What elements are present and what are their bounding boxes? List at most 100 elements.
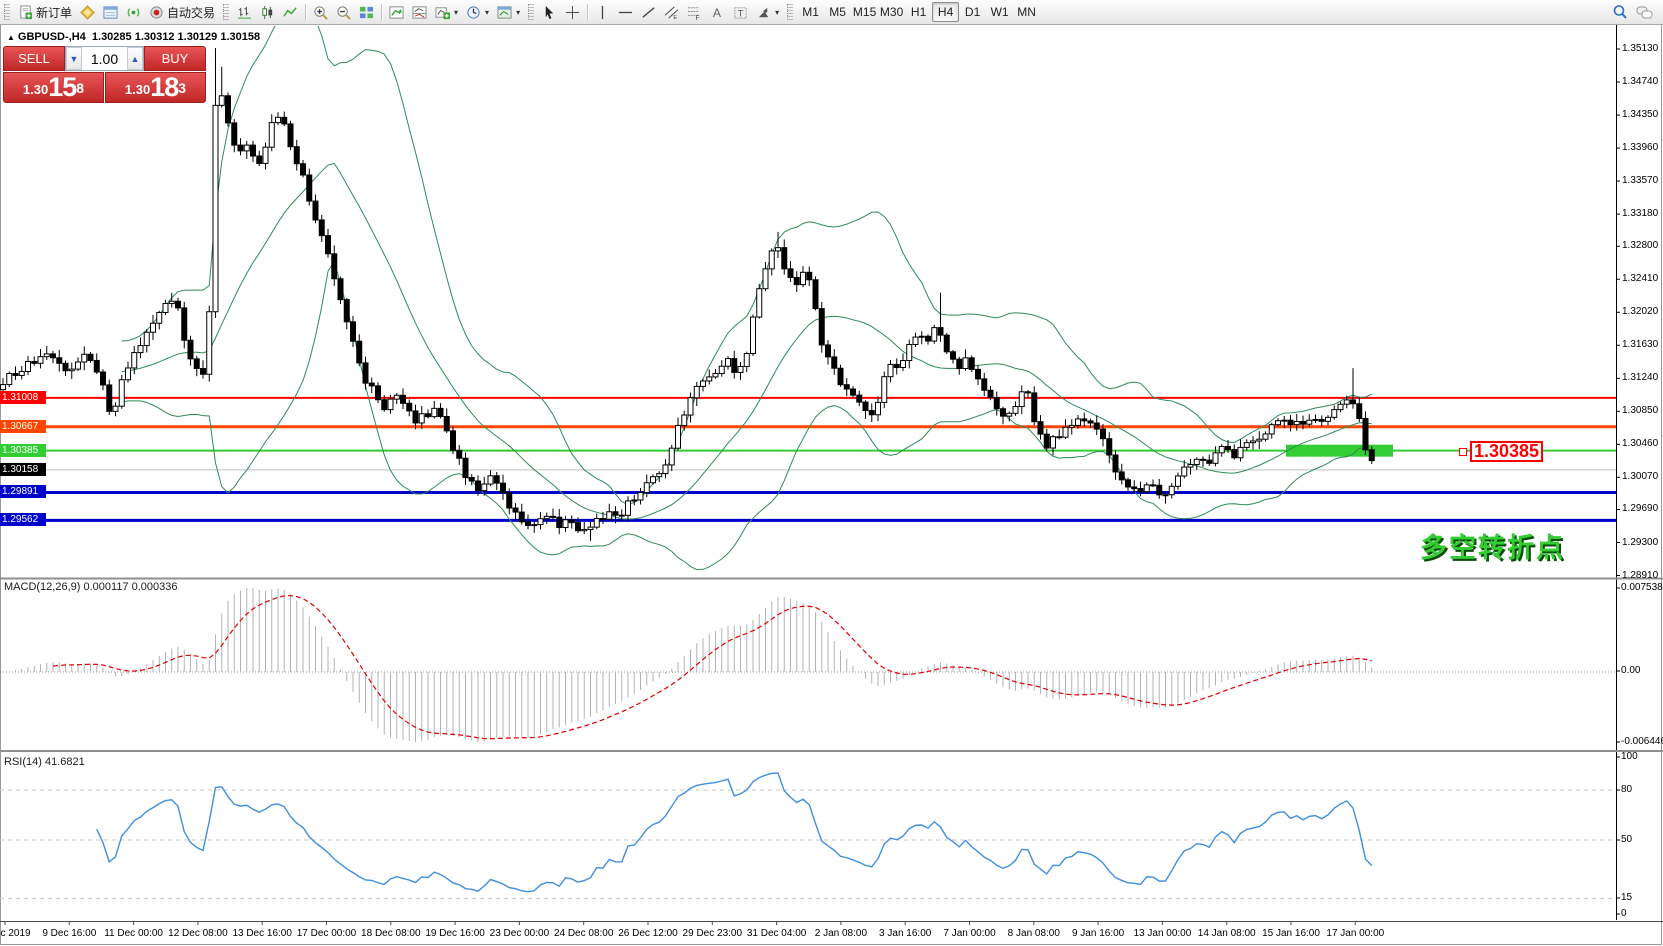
zoom-out-button[interactable] [332,2,355,22]
svg-text:A: A [713,6,722,20]
bar-chart-button[interactable] [233,2,256,22]
indicators-icon [389,5,404,19]
search-button[interactable] [1608,2,1632,22]
vertical-line-button[interactable] [591,2,614,22]
search-icon [1613,5,1627,19]
fibonacci-icon: F [688,6,700,20]
dropdown-caret: ▾ [454,7,459,17]
svg-text:E: E [673,15,677,20]
timeframe-m5[interactable]: M5 [824,2,851,22]
templates-icon [497,5,512,19]
buy-button[interactable]: BUY [144,46,206,71]
text-label-button[interactable]: T [729,2,752,22]
dropdown-caret: ▾ [516,7,521,17]
autotrading-button[interactable]: 自动交易 [145,2,219,22]
volume-up-spinner[interactable]: ▲ [127,47,143,70]
crosshair-button[interactable] [561,2,584,22]
new-order-label: 新订单 [36,5,73,20]
text-button[interactable]: A [706,2,729,22]
toolbar-grip[interactable] [528,4,535,20]
periods-button[interactable]: ▾ [462,2,493,22]
dropdown-caret: ▾ [775,7,780,17]
new-chart-icon [435,6,451,19]
market-button[interactable] [122,2,145,22]
market-watch-icon [80,4,95,20]
indicator-windows-button[interactable] [408,2,431,22]
templates-button[interactable]: ▾ [493,2,524,22]
trendline-icon [642,6,655,18]
data-window-button[interactable] [99,2,122,22]
text-icon: A [713,6,722,20]
arrows-button[interactable]: ▾ [752,2,783,22]
horizontal-line-icon [619,11,633,13]
zoom-in-icon [314,5,328,20]
new-order-icon [20,4,33,19]
zoom-in-button[interactable] [309,2,332,22]
toolbar-grip[interactable] [223,4,230,20]
horizontal-line-button[interactable] [614,2,637,22]
periods-clock-icon [467,5,480,19]
timeframe-m15[interactable]: M15 [851,2,878,22]
text-label-icon: T [734,6,747,19]
market-icon [127,7,140,17]
buy-price-button[interactable]: 1.30 18 3 [105,72,206,103]
timeframe-h4[interactable]: H4 [932,2,960,22]
indicator-windows-icon [412,5,427,19]
tile-windows-button[interactable] [355,2,378,22]
fibonacci-button[interactable]: F [683,2,706,22]
trendline-button[interactable] [637,2,660,22]
price-callout[interactable]: 1.30385 [1470,441,1543,462]
chart-window-frame [0,24,1662,945]
dropdown-caret: ▾ [485,7,490,17]
crosshair-icon [566,5,580,19]
line-chart-icon [283,6,297,17]
new-chart-button[interactable]: ▾ [431,2,462,22]
volume-control: ▼ 1.00 ▲ [65,46,144,71]
arrows-icon [758,7,769,17]
timeframe-h1[interactable]: H1 [905,2,932,22]
zoom-out-icon [337,5,351,20]
rsi-label: RSI(14) 41.6821 [4,756,85,768]
main-toolbar: 新订单 自动交易 [0,0,1663,25]
ohlc-values: 1.30285 1.30312 1.30129 1.30158 [91,31,261,43]
tile-windows-icon [359,6,374,18]
timeframe-m1[interactable]: M1 [797,2,824,22]
macd-label: MACD(12,26,9) 0.000117 0.000336 [4,581,178,593]
collapse-triangle-icon[interactable]: ▲ [7,33,15,42]
one-click-trading-panel: SELL ▼ 1.00 ▲ BUY 1.30 15 8 1.30 18 3 [3,46,206,103]
volume-down-spinner[interactable]: ▼ [66,47,82,70]
data-window-icon [103,5,118,19]
symbol-period: GBPUSD-,H4 [17,31,86,43]
line-chart-button[interactable] [279,2,302,22]
sell-button[interactable]: SELL [3,46,65,71]
turning-point-annotation[interactable]: 多空转折点 [1420,533,1565,563]
svg-text:F: F [696,15,700,20]
cursor-icon [545,5,554,19]
cursor-button[interactable] [538,2,561,22]
timeframe-w1[interactable]: W1 [986,2,1013,22]
svg-text:T: T [738,8,744,18]
callout-anchor[interactable] [1459,448,1467,456]
timeframe-d1[interactable]: D1 [959,2,986,22]
timeframe-mn[interactable]: MN [1013,2,1040,22]
timeframe-m30[interactable]: M30 [878,2,905,22]
equidistant-channel-button[interactable]: E [660,2,683,22]
chat-button[interactable] [1632,2,1657,22]
autotrading-label: 自动交易 [167,5,216,20]
toolbar-grip[interactable] [4,4,10,20]
timeframe-group: M1 M5 M15 M30 H1 H4 D1 W1 MN [797,2,1040,22]
candlestick-chart-button[interactable] [256,2,279,22]
vertical-line-icon [601,5,604,19]
candlestick-chart-icon [262,5,273,19]
sell-price-button[interactable]: 1.30 15 8 [3,72,104,103]
indicators-button[interactable] [385,2,408,22]
market-watch-button[interactable] [76,2,99,22]
chart-title: ▲ GBPUSD-,H4 1.30285 1.30312 1.30129 1.30… [7,31,260,43]
volume-value[interactable]: 1.00 [90,50,119,67]
toolbar-grip[interactable] [787,4,794,20]
autotrading-icon [150,5,163,19]
chat-icon [1636,6,1653,18]
new-order-button[interactable]: 新订单 [14,2,76,22]
equidistant-channel-icon: E [664,6,679,20]
